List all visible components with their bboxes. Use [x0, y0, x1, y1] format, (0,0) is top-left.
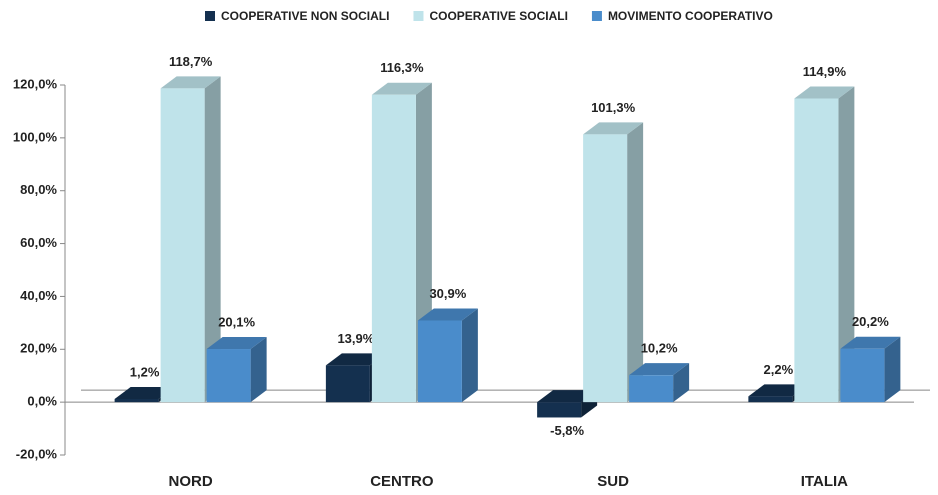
bar-top [840, 336, 901, 349]
bar-side [461, 308, 478, 403]
bar-top [794, 86, 855, 99]
y-tick-label: 100,0% [13, 129, 58, 144]
y-tick-label: 60,0% [20, 235, 57, 250]
y-tick-label: -20,0% [16, 446, 58, 461]
y-tick-label: 0,0% [27, 394, 57, 409]
bar-top [629, 363, 690, 376]
x-tick-label: ITALIA [801, 473, 848, 490]
bar [114, 398, 159, 403]
bar [583, 134, 628, 403]
bar-side [673, 363, 690, 403]
data-label: 116,3% [380, 60, 424, 75]
bar [206, 349, 251, 403]
bar-side [204, 76, 221, 403]
data-label: 101,3% [591, 100, 636, 115]
y-tick-label: 80,0% [20, 182, 57, 197]
bar-top [206, 337, 267, 350]
bar-top [537, 390, 598, 403]
bar-top [583, 122, 644, 135]
data-label: 2,2% [764, 362, 794, 377]
data-label: 20,2% [852, 314, 889, 329]
legend-label: COOPERATIVE SOCIALI [429, 9, 567, 23]
data-label: 30,9% [429, 286, 466, 301]
bar-top [325, 353, 386, 366]
legend-label: MOVIMENTO COOPERATIVO [608, 9, 773, 23]
bar-top [114, 386, 175, 399]
x-tick-label: SUD [597, 473, 629, 490]
y-tick-label: 40,0% [20, 288, 57, 303]
data-label: 1,2% [130, 364, 160, 379]
bar [794, 98, 839, 403]
bar-side [884, 336, 901, 403]
y-tick-label: 20,0% [20, 341, 57, 356]
x-tick-label: NORD [169, 473, 213, 490]
bar-side [250, 337, 267, 403]
bar-side [627, 122, 644, 403]
y-tick-label: 120,0% [13, 76, 58, 91]
data-label: 114,9% [803, 64, 847, 79]
bar-top [160, 76, 221, 89]
bar [748, 396, 793, 403]
bar-top [371, 82, 432, 95]
data-label: 10,2% [641, 341, 678, 356]
bar-side [838, 86, 855, 403]
bar-top [417, 308, 478, 321]
data-label: 20,1% [218, 314, 255, 329]
data-label: -5,8% [550, 423, 584, 438]
bar [629, 375, 674, 403]
legend-swatch [205, 11, 215, 21]
bar [537, 402, 582, 418]
bar [417, 320, 462, 403]
bar [160, 88, 205, 403]
bar [840, 348, 885, 403]
bar [371, 94, 416, 403]
legend-swatch [591, 11, 602, 21]
data-label: 118,7% [169, 54, 213, 69]
legend-swatch [413, 11, 424, 21]
bar-top [748, 384, 809, 397]
bar [325, 365, 370, 403]
x-tick-label: CENTRO [370, 473, 434, 490]
data-label: 13,9% [337, 331, 374, 346]
legend-label: COOPERATIVE NON SOCIALI [221, 9, 389, 23]
